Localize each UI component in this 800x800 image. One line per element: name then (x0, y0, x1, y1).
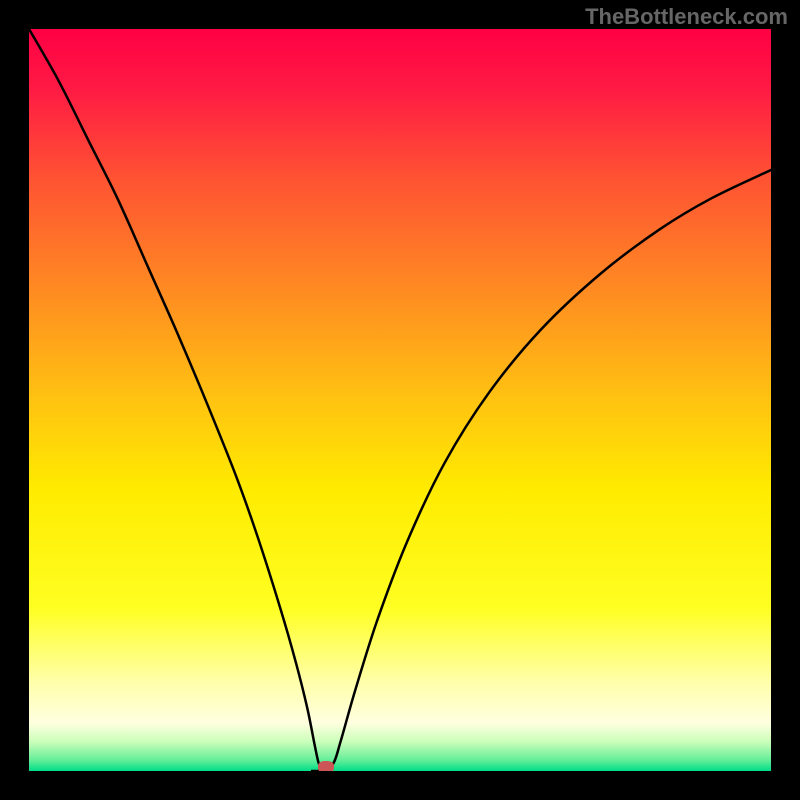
minimum-marker (318, 761, 334, 771)
gradient-background (29, 29, 771, 771)
plot-area (29, 29, 771, 771)
chart-container: TheBottleneck.com (0, 0, 800, 800)
watermark-text: TheBottleneck.com (585, 4, 788, 30)
